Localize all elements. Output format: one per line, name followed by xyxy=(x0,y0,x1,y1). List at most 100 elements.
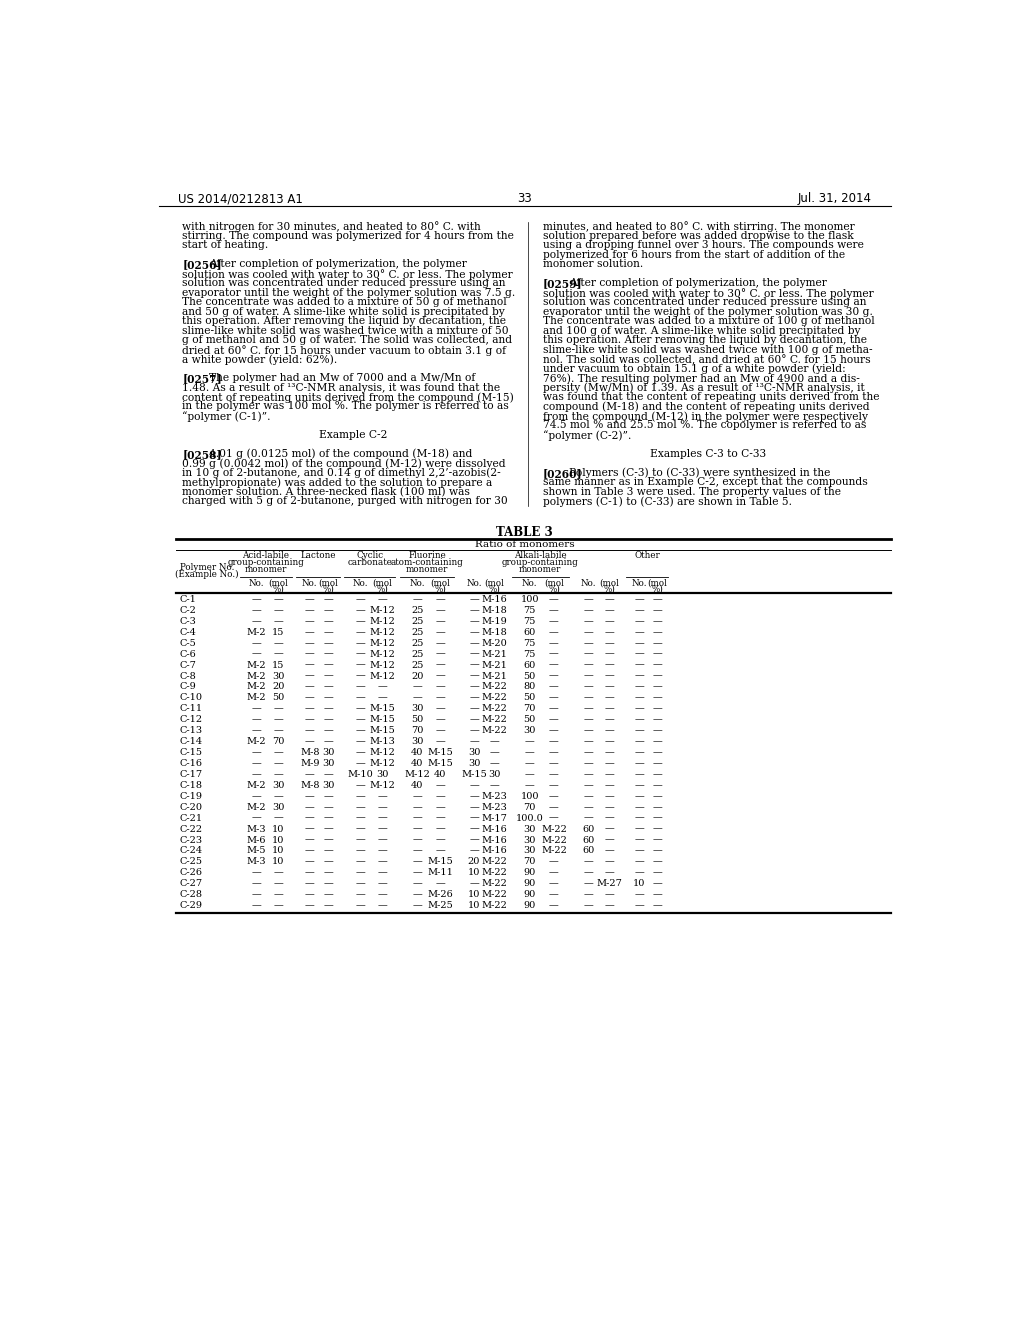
Text: —: — xyxy=(324,705,334,713)
Text: M-26: M-26 xyxy=(427,890,453,899)
Text: 90: 90 xyxy=(523,902,536,911)
Text: C-25: C-25 xyxy=(179,858,202,866)
Text: M-2: M-2 xyxy=(247,693,266,702)
Text: —: — xyxy=(252,705,261,713)
Text: —: — xyxy=(635,792,644,801)
Text: 100.0: 100.0 xyxy=(516,813,544,822)
Text: M-2: M-2 xyxy=(247,803,266,812)
Text: 90: 90 xyxy=(523,890,536,899)
Text: —: — xyxy=(324,792,334,801)
Text: —: — xyxy=(489,759,500,768)
Text: —: — xyxy=(635,869,644,878)
Text: —: — xyxy=(324,672,334,681)
Text: —: — xyxy=(355,672,366,681)
Text: —: — xyxy=(549,803,559,812)
Text: C-20: C-20 xyxy=(179,803,202,812)
Text: —: — xyxy=(324,682,334,692)
Text: 75: 75 xyxy=(523,639,536,648)
Text: —: — xyxy=(604,748,614,758)
Text: —: — xyxy=(305,660,314,669)
Text: M-12: M-12 xyxy=(369,748,395,758)
Text: —: — xyxy=(435,595,445,605)
Text: M-3: M-3 xyxy=(247,858,266,866)
Text: —: — xyxy=(549,890,559,899)
Text: —: — xyxy=(549,770,559,779)
Text: —: — xyxy=(324,649,334,659)
Text: —: — xyxy=(324,836,334,845)
Text: —: — xyxy=(305,672,314,681)
Text: —: — xyxy=(584,693,594,702)
Text: —: — xyxy=(652,813,663,822)
Text: —: — xyxy=(273,748,283,758)
Text: —: — xyxy=(252,715,261,725)
Text: —: — xyxy=(355,726,366,735)
Text: C-27: C-27 xyxy=(179,879,203,888)
Text: —: — xyxy=(604,770,614,779)
Text: —: — xyxy=(435,649,445,659)
Text: —: — xyxy=(324,639,334,648)
Text: —: — xyxy=(324,606,334,615)
Text: M-22: M-22 xyxy=(481,693,508,702)
Text: C-28: C-28 xyxy=(179,890,202,899)
Text: M-10: M-10 xyxy=(347,770,373,779)
Text: —: — xyxy=(377,890,387,899)
Text: M-6: M-6 xyxy=(247,836,266,845)
Text: M-12: M-12 xyxy=(369,672,395,681)
Text: —: — xyxy=(549,616,559,626)
Text: —: — xyxy=(604,858,614,866)
Text: —: — xyxy=(305,606,314,615)
Text: 40: 40 xyxy=(434,770,446,779)
Text: No.: No. xyxy=(632,579,647,587)
Text: M-18: M-18 xyxy=(481,606,508,615)
Text: —: — xyxy=(584,726,594,735)
Text: —: — xyxy=(324,628,334,636)
Text: minutes, and heated to 80° C. with stirring. The monomer: minutes, and heated to 80° C. with stirr… xyxy=(543,222,854,232)
Text: M-27: M-27 xyxy=(596,879,623,888)
Text: solution was concentrated under reduced pressure using an: solution was concentrated under reduced … xyxy=(182,279,506,288)
Text: —: — xyxy=(652,890,663,899)
Text: —: — xyxy=(324,813,334,822)
Text: —: — xyxy=(413,813,422,822)
Text: —: — xyxy=(324,660,334,669)
Text: —: — xyxy=(635,693,644,702)
Text: —: — xyxy=(355,869,366,878)
Text: —: — xyxy=(355,682,366,692)
Text: —: — xyxy=(584,649,594,659)
Text: 30: 30 xyxy=(468,759,480,768)
Text: 75: 75 xyxy=(523,649,536,659)
Text: M-23: M-23 xyxy=(481,803,508,812)
Text: —: — xyxy=(377,879,387,888)
Text: 10: 10 xyxy=(272,858,285,866)
Text: —: — xyxy=(413,846,422,855)
Text: 75: 75 xyxy=(523,616,536,626)
Text: M-12: M-12 xyxy=(369,628,395,636)
Text: M-23: M-23 xyxy=(481,792,508,801)
Text: nol. The solid was collected, and dried at 60° C. for 15 hours: nol. The solid was collected, and dried … xyxy=(543,354,870,364)
Text: —: — xyxy=(324,890,334,899)
Text: —: — xyxy=(635,682,644,692)
Text: [0260]: [0260] xyxy=(543,467,583,479)
Text: monomer solution. A three-necked flask (100 ml) was: monomer solution. A three-necked flask (… xyxy=(182,487,470,498)
Text: —: — xyxy=(584,792,594,801)
Text: C-2: C-2 xyxy=(179,606,196,615)
Text: —: — xyxy=(305,726,314,735)
Text: group-containing: group-containing xyxy=(227,558,304,568)
Text: M-18: M-18 xyxy=(481,628,508,636)
Text: C-13: C-13 xyxy=(179,726,203,735)
Text: —: — xyxy=(355,836,366,845)
Text: 50: 50 xyxy=(523,672,536,681)
Text: C-3: C-3 xyxy=(179,616,196,626)
Text: —: — xyxy=(604,759,614,768)
Text: —: — xyxy=(635,836,644,845)
Text: —: — xyxy=(469,715,479,725)
Text: (mol: (mol xyxy=(544,579,564,587)
Text: —: — xyxy=(584,595,594,605)
Text: —: — xyxy=(525,748,535,758)
Text: dried at 60° C. for 15 hours under vacuum to obtain 3.1 g of: dried at 60° C. for 15 hours under vacuu… xyxy=(182,345,506,355)
Text: —: — xyxy=(377,792,387,801)
Text: —: — xyxy=(413,902,422,911)
Text: M-19: M-19 xyxy=(481,616,508,626)
Text: —: — xyxy=(273,715,283,725)
Text: M-22: M-22 xyxy=(541,836,567,845)
Text: —: — xyxy=(635,803,644,812)
